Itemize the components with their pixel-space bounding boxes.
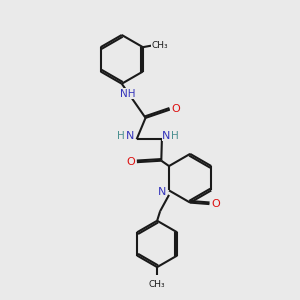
Text: H: H: [171, 131, 179, 141]
Text: O: O: [127, 157, 135, 167]
Text: NH: NH: [120, 88, 136, 98]
Text: N: N: [158, 187, 167, 197]
Text: H: H: [117, 131, 125, 141]
Text: N: N: [162, 131, 170, 141]
Text: O: O: [171, 104, 180, 114]
Text: O: O: [211, 199, 220, 209]
Text: CH₃: CH₃: [151, 40, 168, 50]
Text: CH₃: CH₃: [149, 280, 165, 289]
Text: N: N: [126, 131, 134, 141]
